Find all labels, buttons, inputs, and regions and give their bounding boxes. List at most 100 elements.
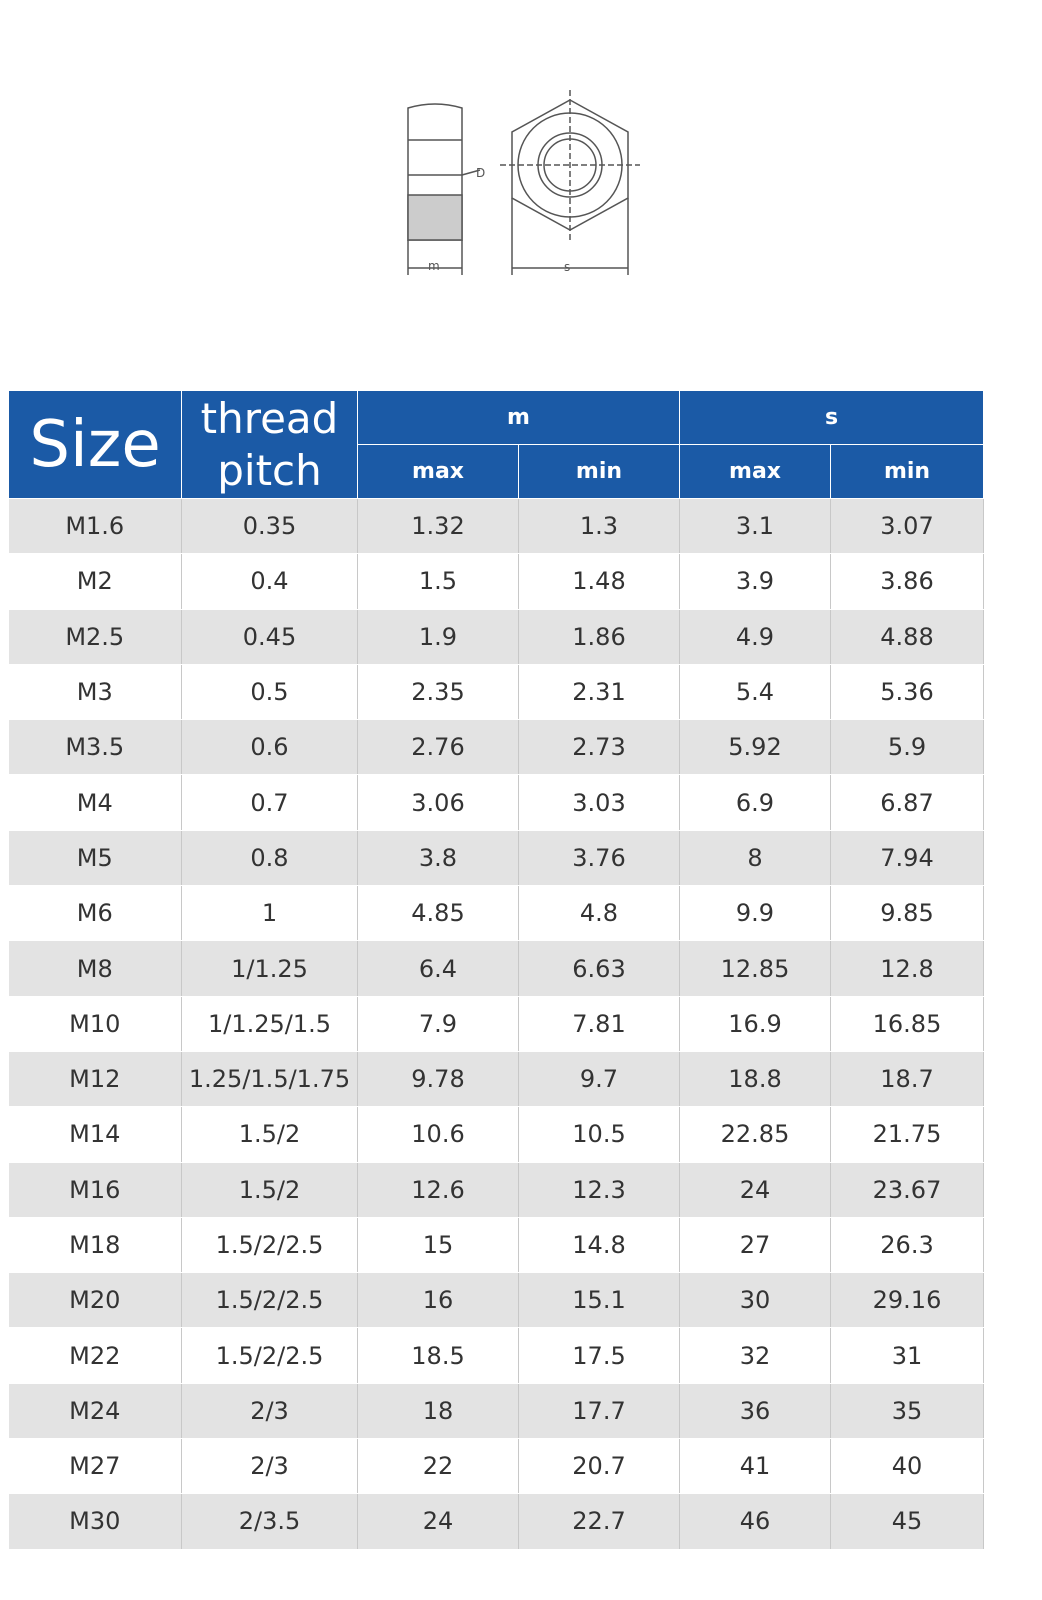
table-cell: 6.4	[357, 940, 519, 997]
table-cell: 8	[679, 830, 831, 887]
table-cell: 1.5/2	[181, 1106, 358, 1163]
table-cell: 1.5/2	[181, 1162, 358, 1218]
table-cell: 7.9	[357, 996, 519, 1052]
spec-table: Size thread pitch m s max min max min M1…	[8, 390, 985, 1550]
table-cell: 7.94	[830, 830, 985, 887]
table-cell: 27	[679, 1217, 831, 1274]
table-cell: 3.1	[679, 498, 831, 555]
table-cell: 3.86	[830, 553, 985, 610]
table-cell: 3.76	[518, 830, 680, 887]
table-cell: M3.5	[8, 719, 182, 776]
table-cell: 22.85	[679, 1106, 831, 1163]
table-cell: 2.35	[357, 664, 519, 721]
table-cell: 41	[679, 1438, 831, 1495]
table-row: M22 1.5/2/2.5 18.5 17.5 32 31	[8, 1327, 985, 1384]
subheader: max	[357, 444, 519, 499]
table-cell: 9.9	[679, 885, 831, 942]
table-row: M12 1.25/1.5/1.75 9.78 9.7 18.8 18.7	[8, 1051, 985, 1108]
table-cell: 12.6	[357, 1162, 519, 1218]
nut-diagram: D m s	[407, 90, 640, 275]
table-cell: 32	[679, 1327, 831, 1384]
table-cell: 24	[679, 1162, 831, 1218]
table-cell: 1.5/2/2.5	[181, 1327, 358, 1384]
table-cell: 4.88	[830, 609, 985, 665]
d-label: D	[476, 166, 485, 180]
table-cell: 20.7	[518, 1438, 680, 1495]
size-header: Size	[8, 390, 182, 499]
table-cell: 21.75	[830, 1106, 985, 1163]
table-cell: 2/3	[181, 1438, 358, 1495]
table-cell: 0.6	[181, 719, 358, 776]
table-cell: 36	[679, 1383, 831, 1440]
table-cell: M22	[8, 1327, 182, 1384]
table-cell: 1.25/1.5/1.75	[181, 1051, 358, 1108]
table-cell: 10.5	[518, 1106, 680, 1163]
table-cell: 1/1.25	[181, 940, 358, 997]
table-row: M2 0.4 1.5 1.48 3.9 3.86	[8, 553, 985, 610]
table-cell: 16.85	[830, 996, 985, 1052]
table-cell: 3.06	[357, 774, 519, 831]
table-row: M1.6 0.35 1.32 1.3 3.1 3.07	[8, 498, 985, 555]
table-row: M3.5 0.6 2.76 2.73 5.92 5.9	[8, 719, 985, 776]
m-label: m	[428, 259, 440, 273]
table-cell: M12	[8, 1051, 182, 1108]
table-cell: 6.63	[518, 940, 680, 997]
table-cell: 6.87	[830, 774, 985, 831]
table-cell: 18.8	[679, 1051, 831, 1108]
subheader-row: max min max min	[9, 444, 985, 499]
table-row: M18 1.5/2/2.5 15 14.8 27 26.3	[8, 1217, 985, 1274]
table-cell: 29.16	[830, 1272, 985, 1329]
table-cell: 1.5/2/2.5	[181, 1272, 358, 1329]
table-cell: 9.78	[357, 1051, 519, 1108]
table-row: M27 2/3 22 20.7 41 40	[8, 1438, 985, 1495]
subheader: min	[829, 444, 985, 499]
table-row: M5 0.8 3.8 3.76 8 7.94	[8, 830, 985, 887]
table-row: M24 2/3 18 17.7 36 35	[8, 1383, 985, 1440]
table-cell: 0.8	[181, 830, 358, 887]
table-cell: M27	[8, 1438, 182, 1495]
table-cell: M16	[8, 1162, 182, 1218]
pitch-header: thread pitch	[181, 390, 358, 499]
table-cell: 45	[830, 1493, 985, 1550]
table-cell: 3.07	[830, 498, 985, 555]
table-cell: 3.9	[679, 553, 831, 610]
table-cell: 0.45	[181, 609, 358, 665]
table-cell: 5.4	[679, 664, 831, 721]
table-cell: M6	[8, 885, 182, 942]
table-cell: 4.8	[518, 885, 680, 942]
table-cell: 5.9	[830, 719, 985, 776]
s-label: s	[564, 260, 570, 274]
table-cell: 15.1	[518, 1272, 680, 1329]
table-cell: 14.8	[518, 1217, 680, 1274]
table-cell: 26.3	[830, 1217, 985, 1274]
table-row: M2.5 0.45 1.9 1.86 4.9 4.88	[8, 609, 985, 665]
table-row: M10 1/1.25/1.5 7.9 7.81 16.9 16.85	[8, 996, 985, 1052]
table-cell: 17.5	[518, 1327, 680, 1384]
header-row: Size thread pitch m s	[8, 390, 985, 499]
table-cell: M24	[8, 1383, 182, 1440]
subheader: max	[679, 444, 831, 499]
table-cell: 0.35	[181, 498, 358, 555]
table-cell: 12.3	[518, 1162, 680, 1218]
table-cell: M3	[8, 664, 182, 721]
table-cell: 9.85	[830, 885, 985, 942]
table-cell: 6.9	[679, 774, 831, 831]
table-row: M16 1.5/2 12.6 12.3 24 23.67	[8, 1162, 985, 1218]
table-cell: 31	[830, 1327, 985, 1384]
table-cell: 9.7	[518, 1051, 680, 1108]
table-cell: 4.9	[679, 609, 831, 665]
table-cell: 5.36	[830, 664, 985, 721]
table-row: M30 2/3.5 24 22.7 46 45	[8, 1493, 985, 1550]
table-cell: 1.9	[357, 609, 519, 665]
table-cell: 1.5	[357, 553, 519, 610]
table-cell: M1.6	[8, 498, 182, 555]
table-cell: 0.7	[181, 774, 358, 831]
table-cell: 2.76	[357, 719, 519, 776]
table-cell: 0.4	[181, 553, 358, 610]
table-cell: 5.92	[679, 719, 831, 776]
table-cell: 7.81	[518, 996, 680, 1052]
m-header: m	[357, 390, 680, 445]
subheader: min	[518, 444, 680, 499]
table-cell: M18	[8, 1217, 182, 1274]
